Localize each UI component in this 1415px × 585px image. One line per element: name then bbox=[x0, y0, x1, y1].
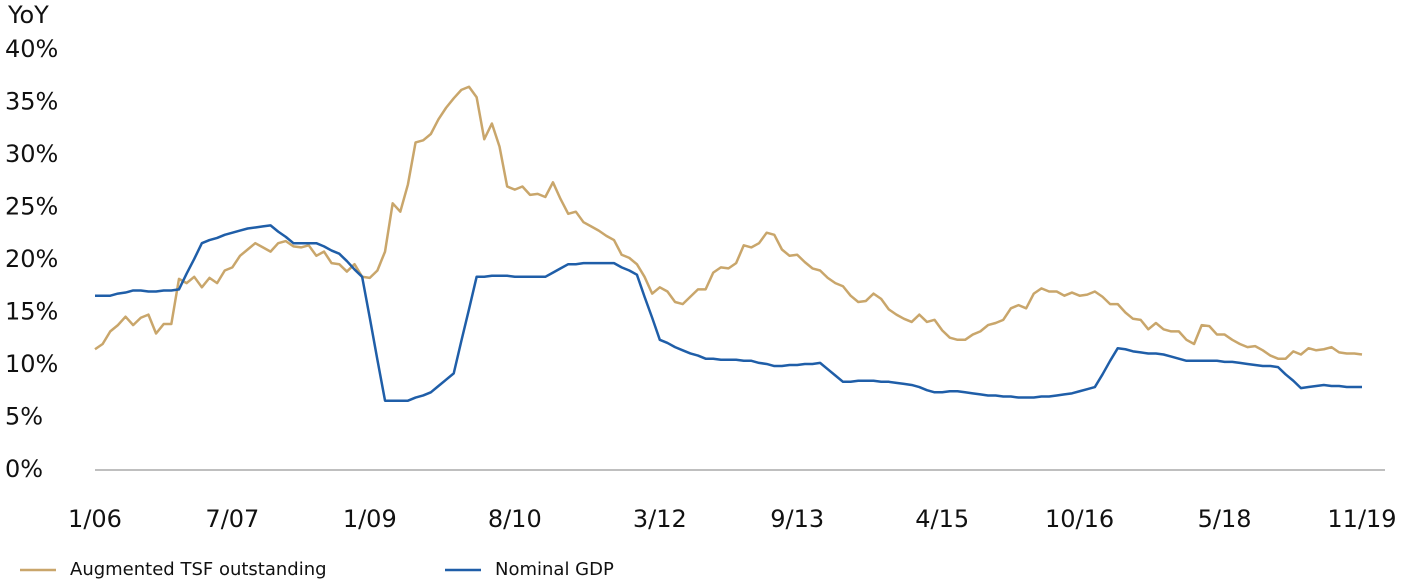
x-tick-label: 1/09 bbox=[343, 505, 397, 533]
y-tick-label: 20% bbox=[5, 245, 58, 273]
legend-label: Nominal GDP bbox=[495, 559, 614, 580]
x-tick-label: 7/07 bbox=[205, 505, 259, 533]
x-tick-label: 10/16 bbox=[1045, 505, 1114, 533]
y-tick-label: 15% bbox=[5, 298, 58, 326]
x-tick-label: 5/18 bbox=[1198, 505, 1252, 533]
y-axis-label: YoY bbox=[7, 1, 49, 29]
legend-label: Augmented TSF outstanding bbox=[70, 559, 327, 580]
series-line bbox=[94, 85, 1363, 360]
series-line bbox=[95, 224, 1362, 402]
x-tick-label: 4/15 bbox=[915, 505, 969, 533]
y-tick-label: 25% bbox=[5, 193, 58, 221]
x-tick-label: 1/06 bbox=[68, 505, 122, 533]
x-tick-label: 11/19 bbox=[1327, 505, 1396, 533]
y-tick-label: 5% bbox=[5, 403, 43, 431]
x-tick-label: 9/13 bbox=[770, 505, 824, 533]
y-tick-label: 35% bbox=[5, 88, 58, 116]
y-tick-label: 10% bbox=[5, 350, 58, 378]
y-tick-label: 0% bbox=[5, 455, 43, 483]
x-tick-label: 8/10 bbox=[488, 505, 542, 533]
y-tick-label: 30% bbox=[5, 140, 58, 168]
x-tick-label: 3/12 bbox=[633, 505, 687, 533]
y-tick-label: 40% bbox=[5, 35, 58, 63]
